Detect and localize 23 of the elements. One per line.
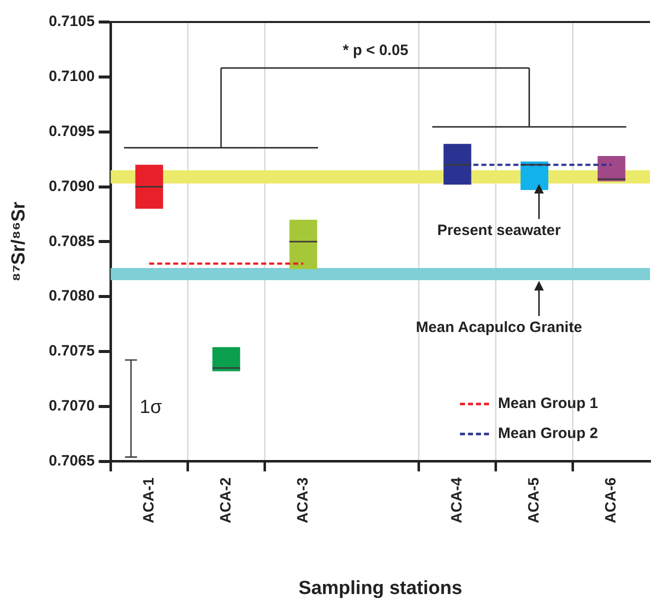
y-tick-label: 0.7070 bbox=[48, 398, 95, 415]
x-tick-label: ACA-6 bbox=[602, 477, 620, 524]
x-tick-label: ACA-5 bbox=[526, 477, 543, 524]
y-tick-label: 0.7065 bbox=[48, 452, 95, 470]
y-tick-label: 0.7075 bbox=[48, 342, 95, 360]
x-axis-title: Sampling stations bbox=[298, 578, 462, 599]
band-label: Mean Acapulco Granite bbox=[416, 318, 582, 336]
y-tick-label: 0.7085 bbox=[48, 232, 95, 250]
y-tick-label: 0.7095 bbox=[48, 122, 95, 140]
x-tick-label: ACA-1 bbox=[140, 477, 158, 524]
legend-label: Mean Group 1 bbox=[498, 395, 598, 412]
y-tick-label: 0.7105 bbox=[48, 13, 95, 30]
annotation: * p < 0.05 bbox=[342, 42, 408, 59]
y-tick-label: 0.7090 bbox=[48, 178, 95, 195]
band-label: Present seawater bbox=[437, 222, 561, 240]
y-tick-label: 0.7080 bbox=[48, 288, 95, 305]
x-tick-label: ACA-4 bbox=[448, 476, 466, 524]
y-tick-label: 0.7100 bbox=[48, 68, 95, 86]
legend-label: Mean Group 2 bbox=[498, 425, 598, 442]
x-tick-label: ACA-3 bbox=[294, 477, 312, 524]
annotation: 1σ bbox=[140, 396, 162, 419]
y-axis-title: ⁸⁷Sr/⁸⁶Sr bbox=[8, 201, 30, 282]
x-tick-label: ACA-2 bbox=[217, 477, 234, 524]
